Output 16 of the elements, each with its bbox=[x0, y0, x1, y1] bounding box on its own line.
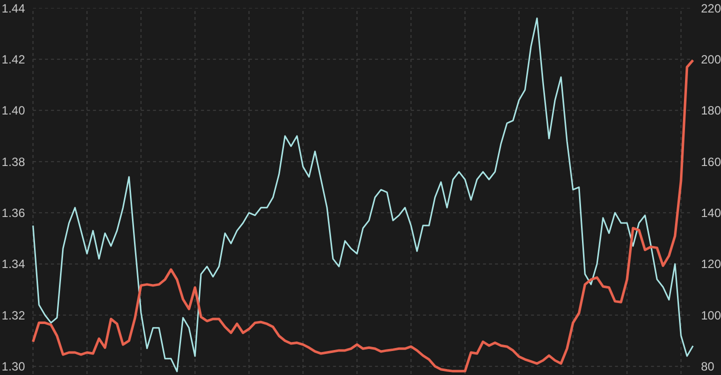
y2-tick-label: 80 bbox=[701, 360, 715, 374]
y-tick-label: 1.34 bbox=[2, 257, 26, 272]
y-tick-label: 1.42 bbox=[2, 52, 26, 66]
y-tick-label: 1.44 bbox=[2, 1, 26, 16]
y-tick-label: 1.32 bbox=[2, 308, 26, 322]
y2-tick-label: 100 bbox=[701, 308, 721, 322]
y2-tick-label: 220 bbox=[701, 1, 721, 16]
y-tick-label: 1.36 bbox=[2, 206, 26, 220]
y2-tick-label: 120 bbox=[701, 257, 721, 272]
y2-tick-label: 160 bbox=[701, 154, 721, 169]
y-tick-label: 1.30 bbox=[2, 360, 26, 374]
y2-tick-label: 200 bbox=[701, 52, 721, 66]
y2-tick-label: 180 bbox=[701, 104, 721, 118]
y-tick-label: 1.40 bbox=[2, 104, 26, 118]
y-tick-label: 1.38 bbox=[2, 154, 26, 169]
y2-tick-label: 140 bbox=[701, 206, 721, 220]
